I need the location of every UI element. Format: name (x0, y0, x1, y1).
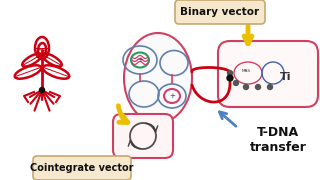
Text: Cointegrate vector: Cointegrate vector (30, 163, 134, 173)
Circle shape (39, 87, 44, 93)
Text: +: + (169, 93, 175, 99)
Text: Binary vector: Binary vector (180, 7, 260, 17)
Circle shape (227, 75, 233, 81)
Ellipse shape (124, 33, 192, 123)
Circle shape (244, 84, 249, 89)
Circle shape (234, 80, 238, 86)
FancyBboxPatch shape (33, 156, 131, 180)
Text: MAS: MAS (242, 69, 251, 73)
FancyBboxPatch shape (175, 0, 265, 24)
Circle shape (228, 71, 233, 75)
Circle shape (268, 84, 273, 89)
Text: T-DNA
transfer: T-DNA transfer (250, 126, 307, 154)
FancyBboxPatch shape (218, 41, 318, 107)
Circle shape (255, 84, 260, 89)
Text: Ti: Ti (280, 72, 292, 82)
FancyBboxPatch shape (113, 114, 173, 158)
Text: +: + (137, 57, 143, 63)
